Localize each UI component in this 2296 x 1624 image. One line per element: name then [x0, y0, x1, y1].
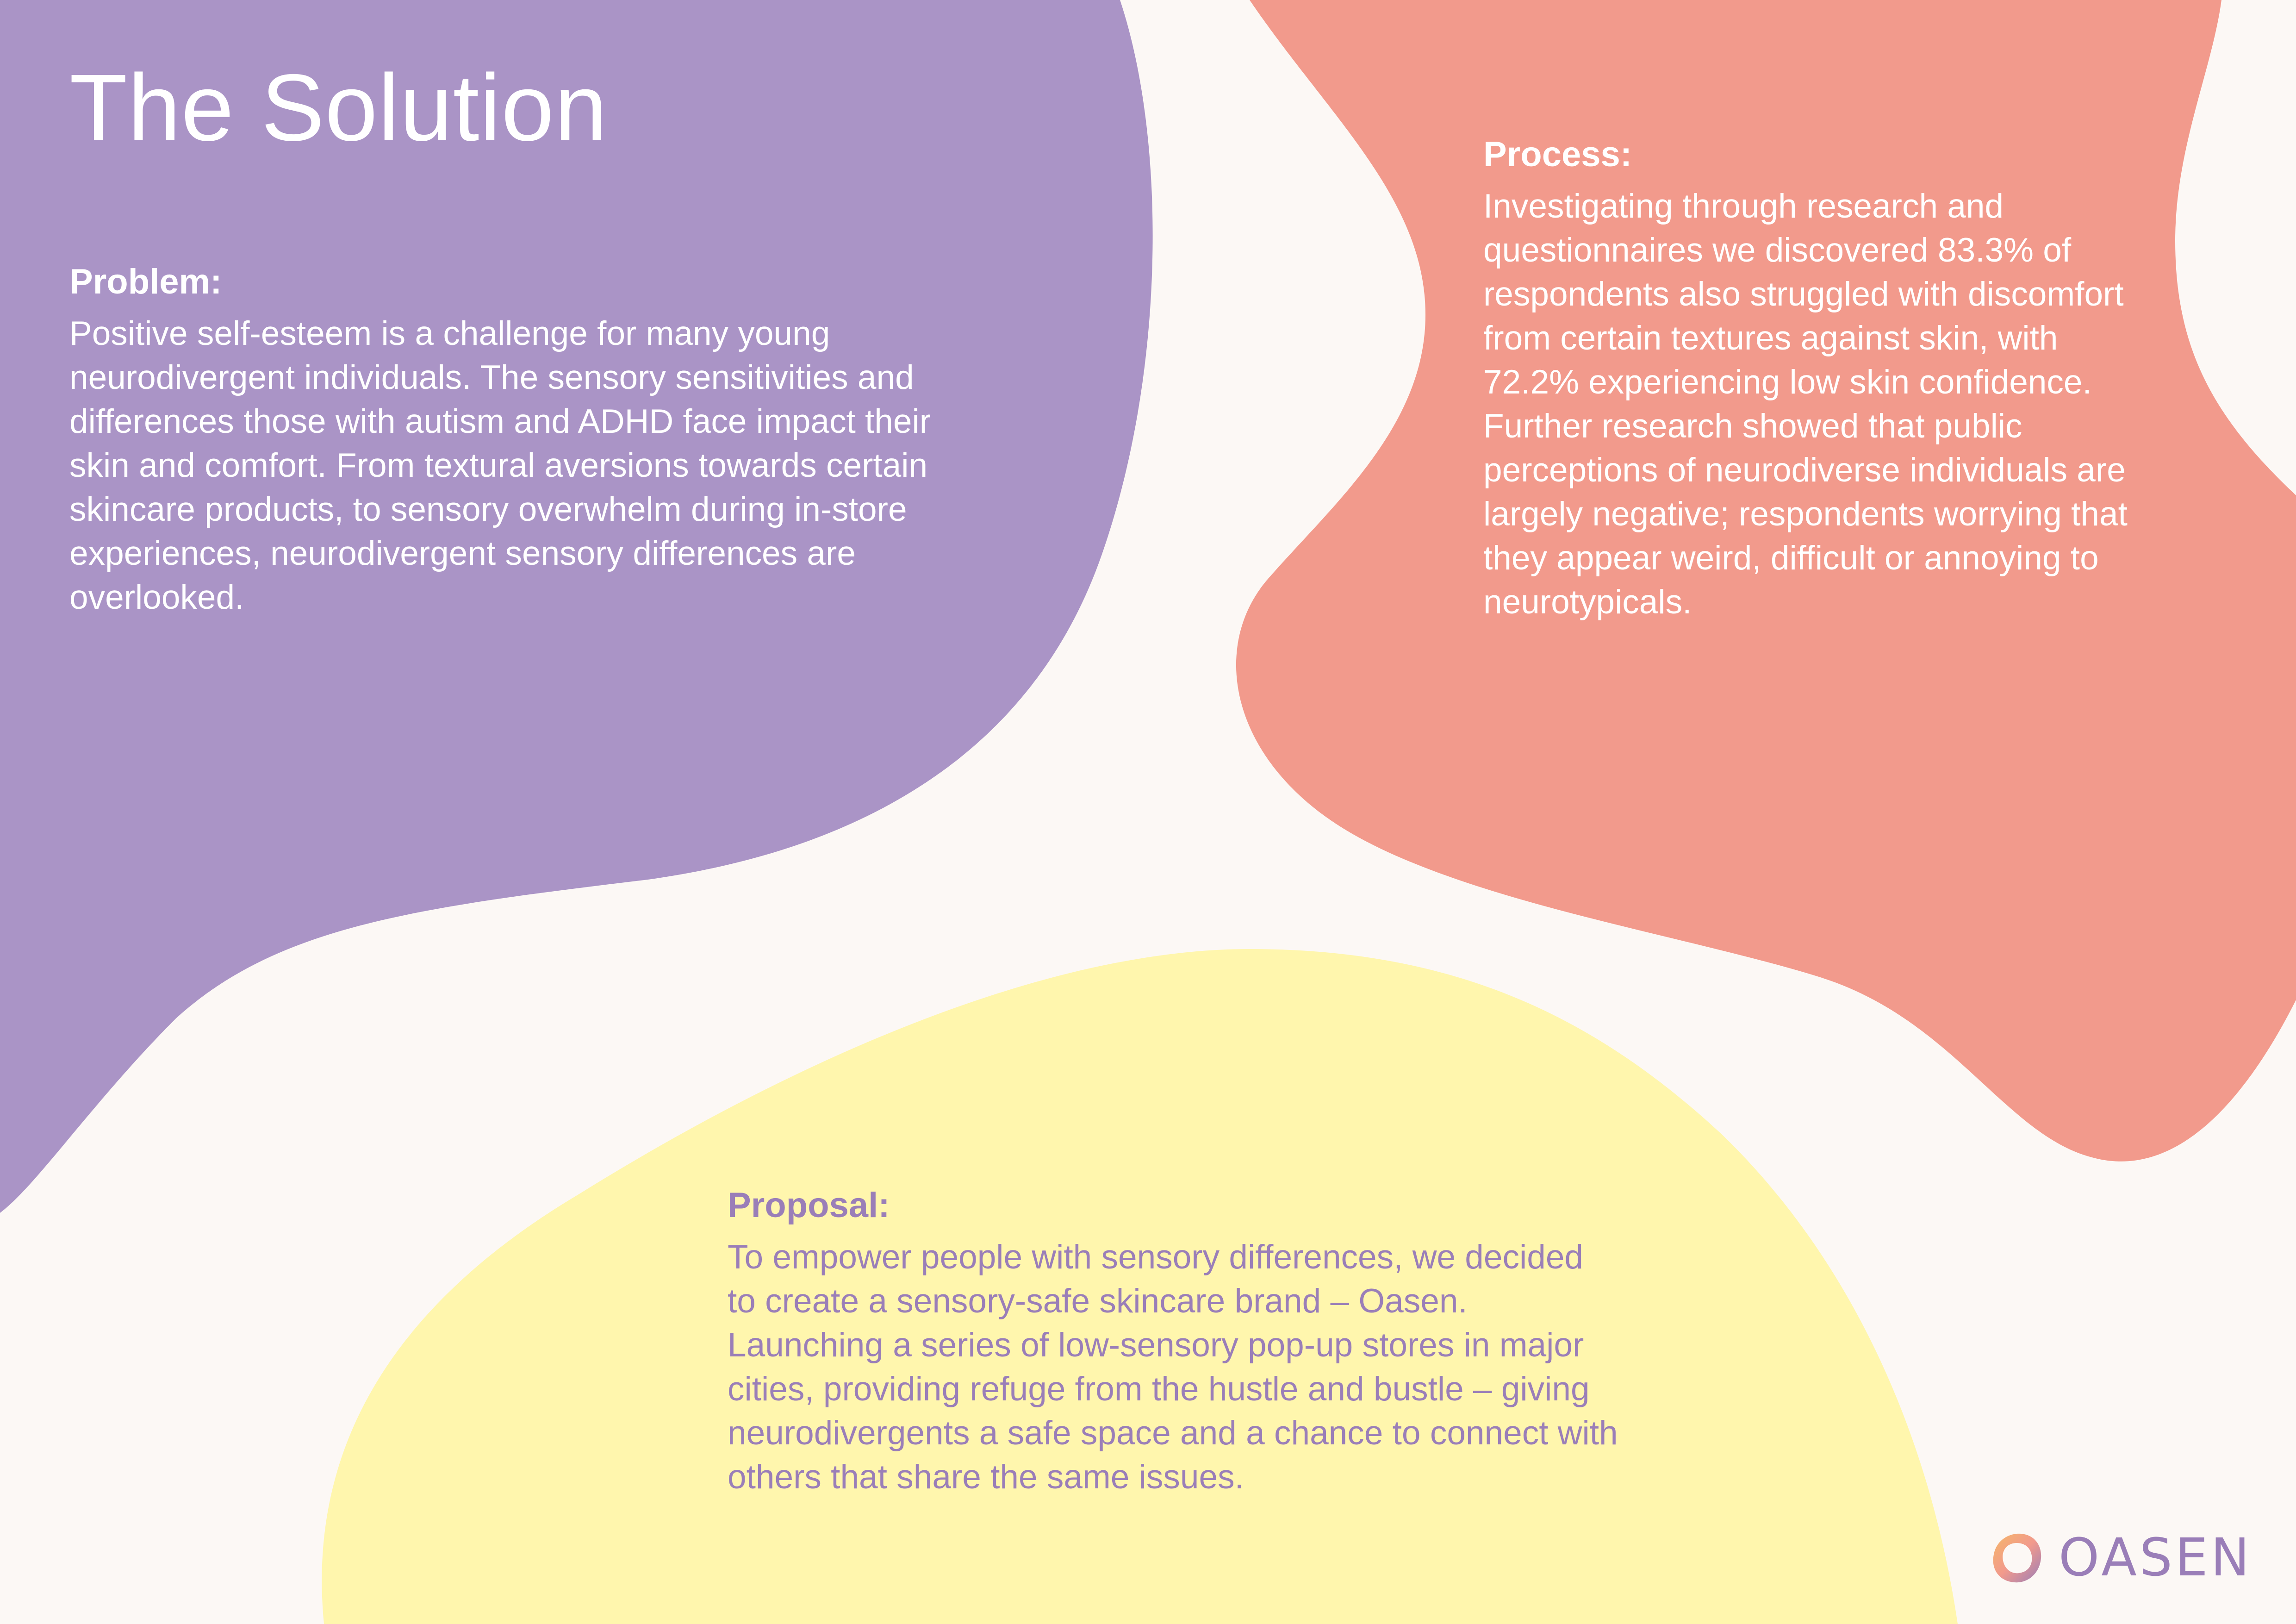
process-section: Process: Investigating through research … [1483, 132, 2150, 624]
proposal-section: Proposal: To empower people with sensory… [728, 1183, 1621, 1499]
process-heading: Process: [1483, 135, 1632, 174]
problem-body: Positive self-esteem is a challenge for … [69, 314, 931, 616]
purple-blob [0, 0, 1153, 1213]
oasen-logo-icon [1993, 1533, 2041, 1582]
process-body: Investigating through research and quest… [1483, 187, 2128, 621]
problem-section: Problem: Positive self-esteem is a chall… [69, 259, 940, 619]
page-title: The Solution [69, 55, 608, 161]
yellow-blob [322, 949, 1958, 1624]
proposal-body: To empower people with sensory differenc… [728, 1238, 1618, 1496]
oasen-logo: OASEN [1988, 1523, 2252, 1593]
logo-text: OASEN [2059, 1528, 2252, 1588]
problem-heading: Problem: [69, 262, 222, 301]
coral-blob [1236, 0, 2296, 1162]
proposal-heading: Proposal: [728, 1186, 890, 1225]
